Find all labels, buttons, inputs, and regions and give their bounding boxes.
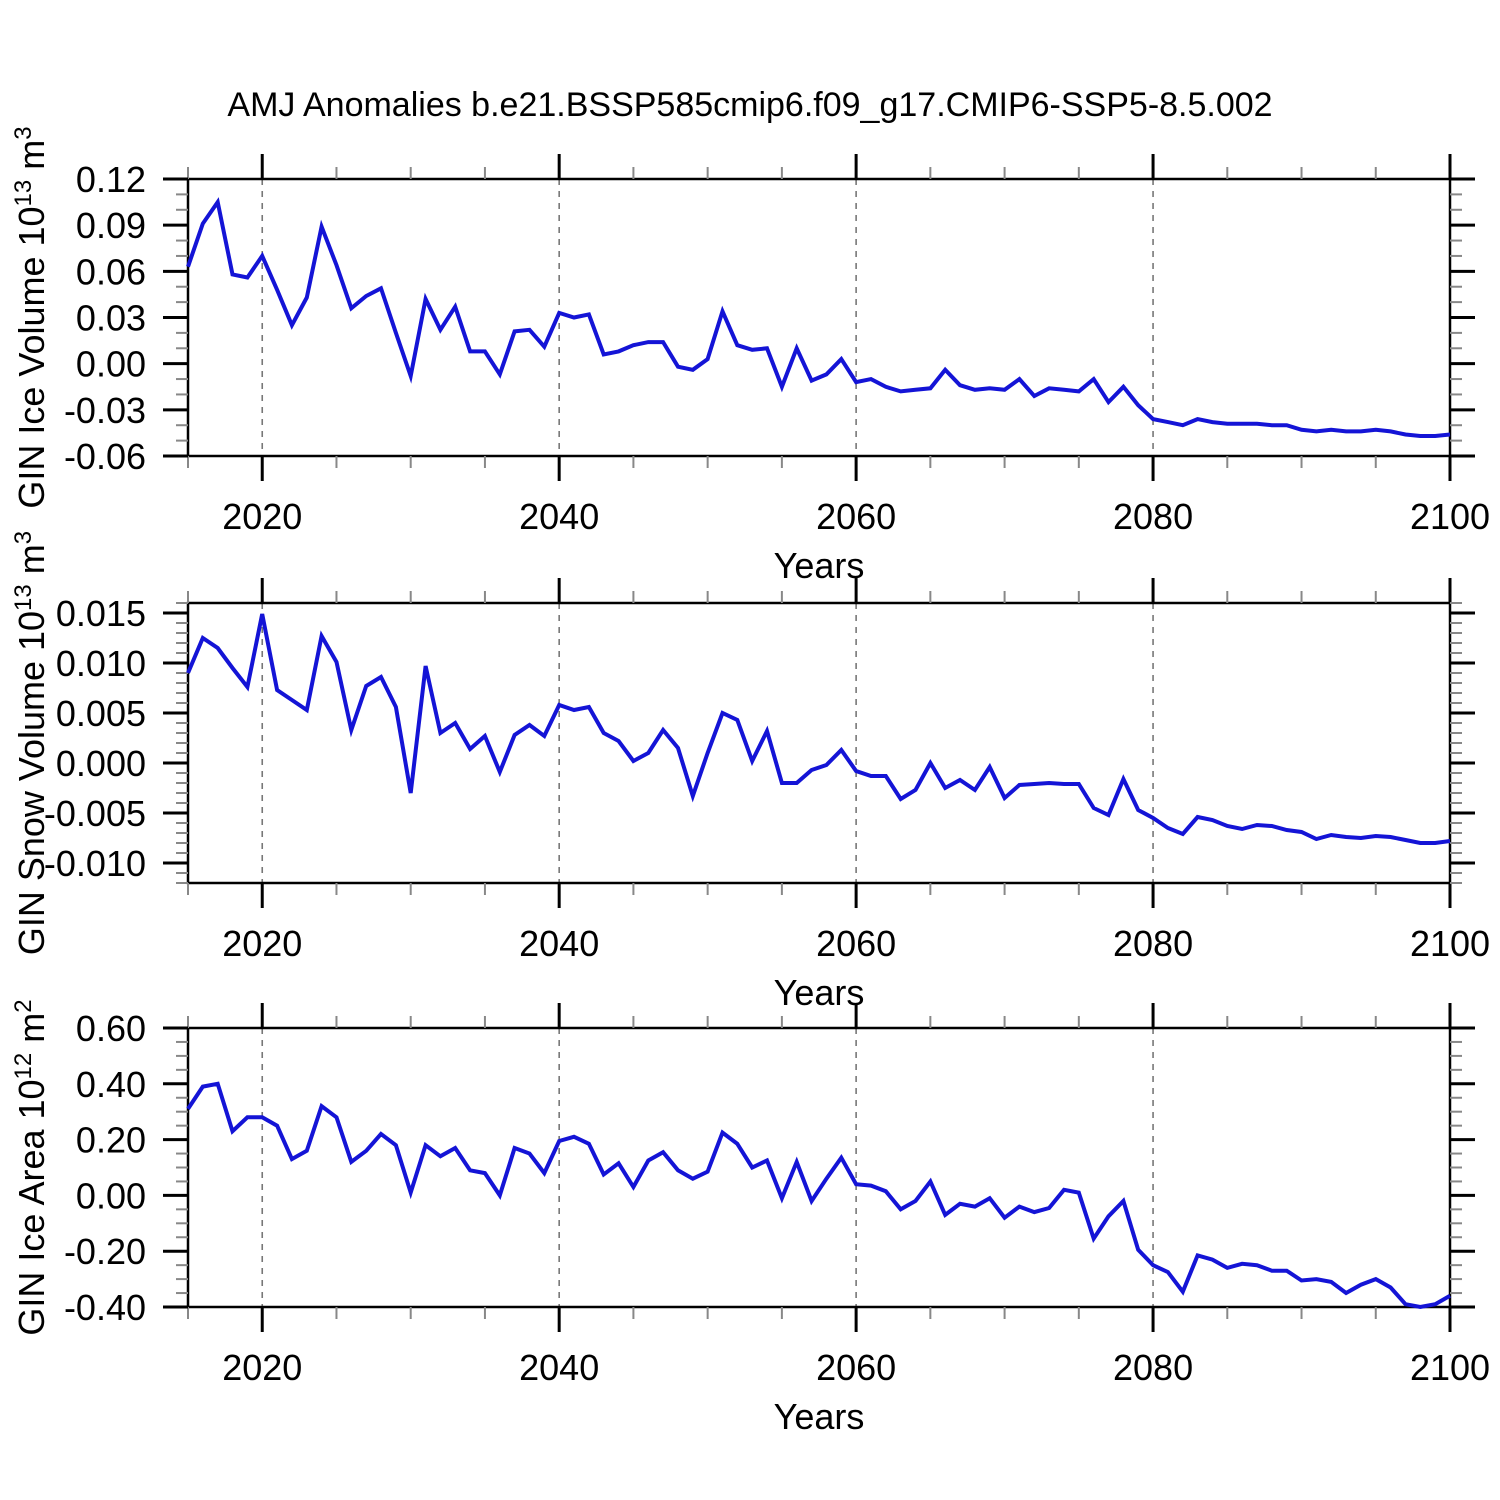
svg-text:2060: 2060 xyxy=(816,923,896,964)
svg-text:0.60: 0.60 xyxy=(76,1008,146,1049)
svg-text:0.06: 0.06 xyxy=(76,251,146,292)
svg-text:GIN Ice Area 1012 m2: GIN Ice Area 1012 m2 xyxy=(10,999,52,1335)
svg-text:0.00: 0.00 xyxy=(76,1175,146,1216)
svg-text:2100: 2100 xyxy=(1410,923,1490,964)
svg-text:0.015: 0.015 xyxy=(56,593,146,634)
svg-text:0.00: 0.00 xyxy=(76,344,146,385)
svg-text:2060: 2060 xyxy=(816,496,896,537)
svg-text:0.000: 0.000 xyxy=(56,743,146,784)
svg-text:2040: 2040 xyxy=(519,923,599,964)
svg-text:0.20: 0.20 xyxy=(76,1120,146,1161)
plot-title: AMJ Anomalies b.e21.BSSP585cmip6.f09_g17… xyxy=(227,86,1273,124)
svg-text:2100: 2100 xyxy=(1410,1347,1490,1388)
svg-text:GIN Ice Volume 1013 m3: GIN Ice Volume 1013 m3 xyxy=(10,126,52,508)
svg-text:GIN Snow Volume 1013 m3: GIN Snow Volume 1013 m3 xyxy=(10,531,52,955)
svg-text:-0.005: -0.005 xyxy=(44,793,146,834)
svg-text:-0.03: -0.03 xyxy=(64,390,146,431)
svg-text:-0.06: -0.06 xyxy=(64,436,146,477)
svg-text:-0.20: -0.20 xyxy=(64,1231,146,1272)
svg-text:2080: 2080 xyxy=(1113,496,1193,537)
svg-text:2020: 2020 xyxy=(222,1347,302,1388)
svg-text:2100: 2100 xyxy=(1410,496,1490,537)
svg-text:2040: 2040 xyxy=(519,1347,599,1388)
svg-text:0.005: 0.005 xyxy=(56,693,146,734)
svg-text:0.09: 0.09 xyxy=(76,205,146,246)
svg-text:-0.010: -0.010 xyxy=(44,843,146,884)
svg-text:2020: 2020 xyxy=(222,923,302,964)
svg-text:Years: Years xyxy=(774,972,865,1013)
svg-text:2060: 2060 xyxy=(816,1347,896,1388)
svg-text:2040: 2040 xyxy=(519,496,599,537)
svg-text:2080: 2080 xyxy=(1113,1347,1193,1388)
svg-text:Years: Years xyxy=(774,1396,865,1437)
svg-text:0.12: 0.12 xyxy=(76,159,146,200)
svg-text:0.010: 0.010 xyxy=(56,643,146,684)
svg-text:0.03: 0.03 xyxy=(76,298,146,339)
svg-text:2080: 2080 xyxy=(1113,923,1193,964)
svg-text:-0.40: -0.40 xyxy=(64,1287,146,1328)
svg-text:0.40: 0.40 xyxy=(76,1064,146,1105)
svg-text:Years: Years xyxy=(774,545,865,586)
svg-text:2020: 2020 xyxy=(222,496,302,537)
